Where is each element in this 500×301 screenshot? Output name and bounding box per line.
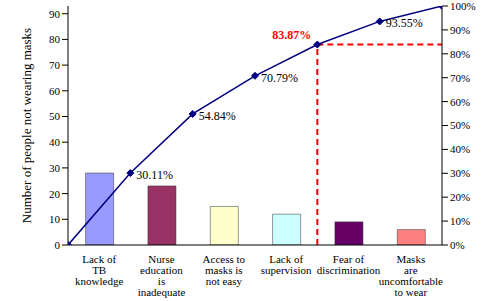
svg-text:83.87%: 83.87% xyxy=(272,28,311,42)
svg-text:50: 50 xyxy=(49,110,61,122)
svg-text:40: 40 xyxy=(49,136,61,148)
svg-text:Nurseeducationisinadequate: Nurseeducationisinadequate xyxy=(138,253,186,298)
svg-text:0: 0 xyxy=(55,239,61,251)
svg-text:70.79%: 70.79% xyxy=(261,71,298,85)
svg-text:10: 10 xyxy=(49,213,61,225)
svg-text:Fear ofdiscrimination: Fear ofdiscrimination xyxy=(317,253,381,276)
svg-text:93.55%: 93.55% xyxy=(386,16,423,30)
svg-text:30: 30 xyxy=(49,162,61,174)
svg-text:70: 70 xyxy=(49,59,61,71)
svg-text:Access tomasks isnot easy: Access tomasks isnot easy xyxy=(203,253,246,287)
svg-text:Number of people not wearing m: Number of people not wearing masks xyxy=(19,28,34,223)
svg-text:50%: 50% xyxy=(450,119,470,131)
svg-text:Masksareuncomfortableto wear: Masksareuncomfortableto wear xyxy=(379,253,443,298)
svg-text:20: 20 xyxy=(49,188,61,200)
svg-text:70%: 70% xyxy=(450,72,470,84)
svg-text:30%: 30% xyxy=(450,167,470,179)
svg-text:20%: 20% xyxy=(450,191,470,203)
svg-text:Lack ofsupervision: Lack ofsupervision xyxy=(261,253,312,276)
svg-text:30.11%: 30.11% xyxy=(136,168,173,182)
svg-text:100%: 100% xyxy=(450,0,476,12)
svg-text:0%: 0% xyxy=(450,239,465,251)
svg-text:60: 60 xyxy=(49,85,61,97)
svg-text:80: 80 xyxy=(49,33,61,45)
svg-text:10%: 10% xyxy=(450,215,470,227)
svg-text:40%: 40% xyxy=(450,143,470,155)
svg-text:54.84%: 54.84% xyxy=(199,109,236,123)
svg-text:60%: 60% xyxy=(450,96,470,108)
svg-text:90: 90 xyxy=(49,8,61,20)
svg-text:Lack ofTBknowledge: Lack ofTBknowledge xyxy=(75,253,123,287)
svg-text:90%: 90% xyxy=(450,24,470,36)
svg-text:80%: 80% xyxy=(450,48,470,60)
